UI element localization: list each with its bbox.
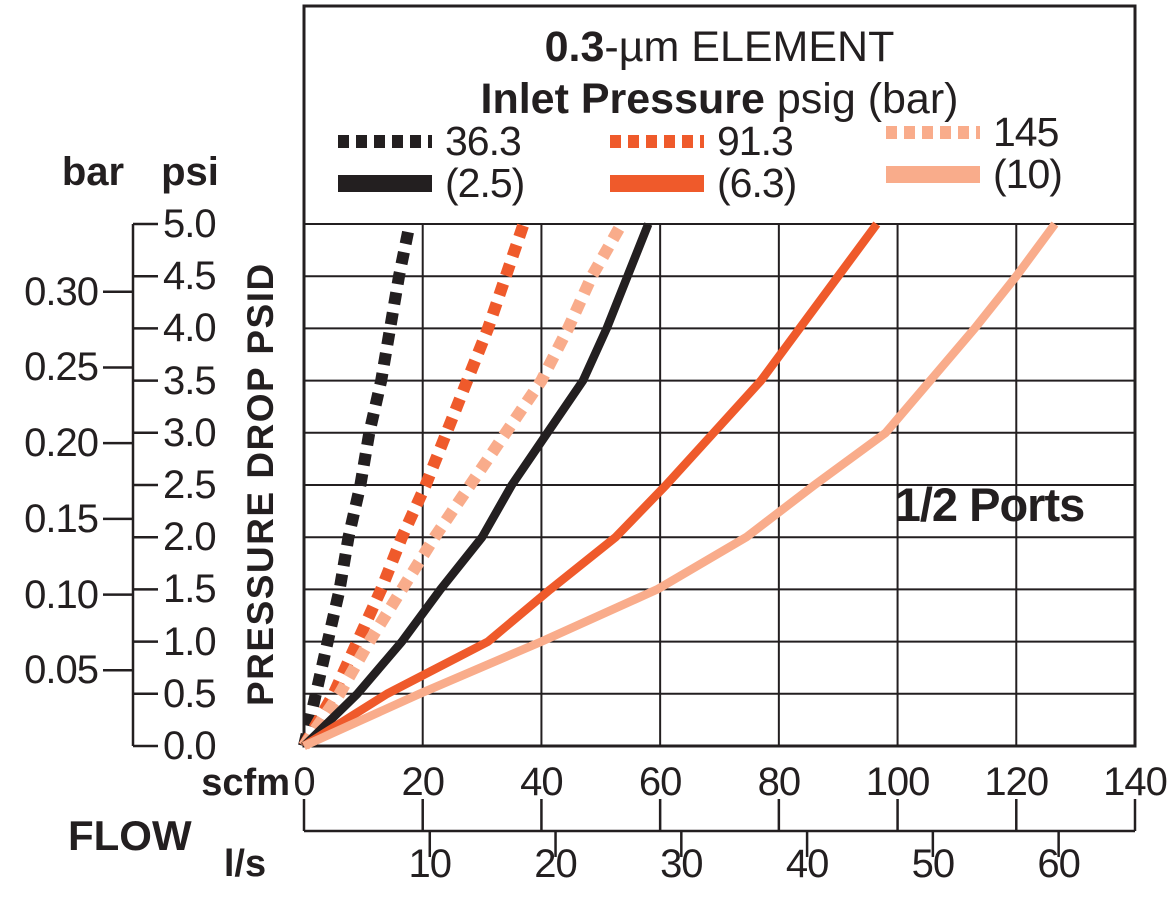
legend-item-91-3: 91.3 (6.3): [610, 117, 797, 206]
bar-tick-label-0.15: 0.15: [24, 496, 99, 541]
curve-dashed-145psig: [299, 221, 627, 750]
x-axis-title: FLOW: [68, 812, 192, 859]
x-unit-scfm-label: scfm: [201, 762, 290, 804]
scfm-tick-label-20: 20: [401, 760, 445, 804]
scfm-tick-label-0: 0: [293, 760, 315, 804]
legend-item-36-3: 36.3 (2.5): [338, 117, 525, 206]
psi-tick-label-3.5: 3.5: [163, 358, 217, 403]
legend-psig-label: 145: [993, 108, 1059, 155]
x-unit-ls-label: l/s: [223, 843, 267, 885]
legend-row-dashed: 145: [886, 108, 1062, 155]
scfm-tick-label-100: 100: [865, 760, 931, 804]
psi-tick-label-1.5: 1.5: [163, 567, 217, 612]
legend-dashed-swatch-36-3-icon: [338, 134, 432, 148]
legend-solid-swatch-2-5-icon: [338, 174, 432, 192]
y-unit-bar-header: bar: [61, 150, 125, 194]
legend-row-dashed: 36.3: [338, 117, 524, 164]
legend-row-solid: (10): [886, 150, 1063, 197]
legend-psig-label: 91.3: [717, 117, 794, 164]
legend-dashed-swatch-91-3-icon: [610, 134, 704, 148]
scfm-tick-label-40: 40: [520, 760, 564, 804]
bar-tick-label-0.10: 0.10: [24, 572, 99, 617]
bar-tick-label-0.05: 0.05: [24, 648, 99, 693]
psi-tick-label-2.0: 2.0: [163, 515, 217, 560]
scfm-tick-label-80: 80: [757, 760, 802, 804]
psi-tick-label-0.5: 0.5: [163, 671, 217, 716]
chart-subtitle-rest: psig (bar): [764, 75, 959, 123]
psi-tick-label-0.0: 0.0: [163, 724, 217, 768]
legend-row-solid: (6.3): [610, 159, 797, 206]
curve-dashed-91.3psig: [298, 222, 530, 749]
chart-subtitle-bold: Inlet Pressure: [480, 75, 765, 123]
legend-bar-label: (10): [993, 150, 1063, 197]
legend-bar-label: (6.3): [717, 159, 797, 206]
chart-title-rest: -µm ELEMENT: [604, 23, 895, 71]
curve-dashed-36.3psig: [298, 222, 416, 748]
ls-tick-label-40: 40: [785, 842, 830, 886]
curve-solid-36.3psig: [301, 222, 653, 750]
legend-psig-label: 36.3: [445, 117, 522, 164]
y-unit-psi-header: psi: [161, 150, 219, 194]
legend-solid-swatch-6-3-icon: [610, 174, 704, 192]
chart-title: 0.3-µm ELEMENT: [304, 22, 1135, 72]
y-axis-title: PRESSURE DROP PSID: [240, 262, 281, 706]
chart-frame: [302, 4, 1137, 748]
psi-tick-label-3.0: 3.0: [163, 410, 217, 455]
chart-subtitle: Inlet Pressure psig (bar): [304, 74, 1135, 124]
ls-tick-label-30: 30: [660, 842, 704, 886]
curve-solid-91.3psig: [301, 221, 881, 750]
chart-title-bold: 0.3: [544, 23, 605, 71]
legend-bar-label: (2.5): [445, 159, 525, 206]
psi-tick-label-4.0: 4.0: [163, 306, 217, 351]
legend-row-dashed: 91.3: [610, 117, 796, 164]
legend-item-145: 145 (10): [886, 108, 1063, 197]
legend-row-solid: (2.5): [338, 159, 525, 206]
bar-tick-label-0.20: 0.20: [24, 421, 99, 466]
bar-tick-label-0.25: 0.25: [24, 345, 99, 390]
ls-tick-label-60: 60: [1037, 842, 1081, 886]
psi-tick-label-1.0: 1.0: [163, 619, 217, 664]
ls-tick-label-50: 50: [911, 842, 956, 886]
psi-tick-label-4.5: 4.5: [163, 254, 217, 299]
ls-tick-label-20: 20: [534, 842, 578, 886]
scfm-tick-label-60: 60: [638, 760, 683, 804]
scfm-tick-label-140: 140: [1103, 760, 1168, 804]
legend-solid-swatch-10-icon: [886, 165, 980, 183]
scfm-tick-label-120: 120: [984, 760, 1049, 804]
curve-solid-145psig: [302, 221, 1059, 750]
psi-tick-label-2.5: 2.5: [163, 463, 217, 507]
bar-tick-label-0.30: 0.30: [24, 269, 99, 314]
ls-tick-label-10: 10: [408, 842, 453, 886]
legend-dashed-swatch-145-icon: [886, 125, 980, 139]
psi-tick-label-5.0: 5.0: [163, 202, 217, 246]
port-size-annotation: 1/2 Ports: [894, 478, 1086, 531]
